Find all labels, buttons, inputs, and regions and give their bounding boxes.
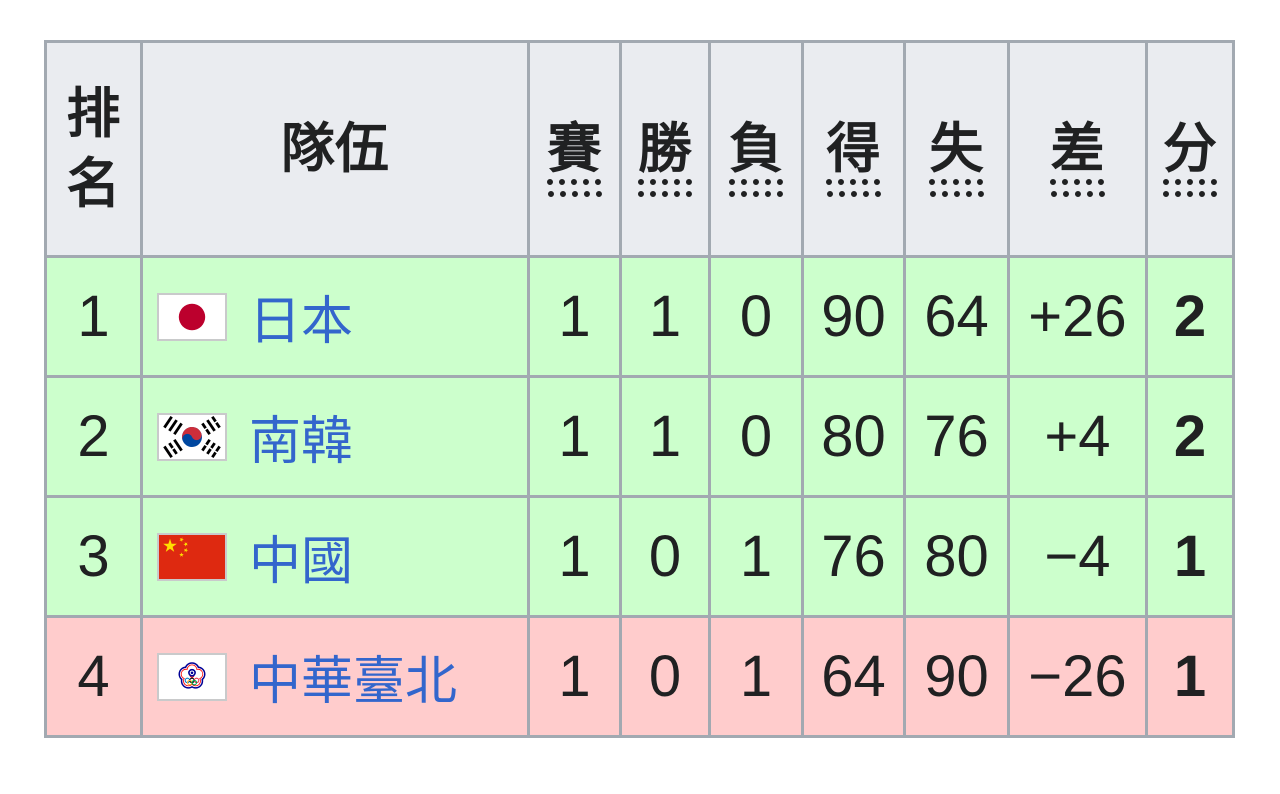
played-cell: 1	[527, 255, 622, 378]
header-points: 分	[1145, 40, 1235, 258]
table-row-south-korea: 2	[44, 375, 1235, 498]
table-row-chinese-taipei: 4	[44, 615, 1235, 738]
points-against-cell: 64	[903, 255, 1010, 378]
points-cell: 2	[1145, 255, 1235, 378]
header-lost-abbr: 負	[729, 118, 783, 197]
diff-cell: +26	[1007, 255, 1148, 378]
team-cell: 中國	[140, 495, 530, 618]
played-cell: 1	[527, 375, 622, 498]
chinese-taipei-flag-icon	[157, 652, 227, 701]
points-cell: 1	[1145, 495, 1235, 618]
lost-cell: 0	[708, 375, 804, 498]
won-cell: 0	[619, 615, 711, 738]
team-link[interactable]: 中華臺北	[249, 653, 458, 711]
points-for-cell: 90	[801, 255, 906, 378]
header-rank: 排名	[44, 40, 143, 258]
header-played-abbr: 賽	[547, 118, 602, 197]
header-points-against-abbr: 失	[929, 118, 984, 197]
header-points-abbr: 分	[1163, 118, 1217, 197]
team-cell: 中華臺北	[140, 615, 530, 738]
team-link[interactable]: 中國	[249, 533, 354, 591]
rank-cell: 2	[44, 375, 143, 498]
lost-cell: 1	[708, 615, 804, 738]
diff-cell: −4	[1007, 495, 1148, 618]
played-cell: 1	[527, 495, 622, 618]
header-points-for-abbr: 得	[826, 118, 881, 197]
points-cell: 2	[1145, 375, 1235, 498]
lost-cell: 0	[708, 255, 804, 378]
team-link[interactable]: 南韓	[249, 413, 354, 471]
japan-flag-icon	[157, 292, 227, 341]
table-row-japan: 1 日本 1 1 0 90 64 +26 2	[44, 255, 1235, 378]
won-cell: 0	[619, 495, 711, 618]
team-cell: 日本	[140, 255, 530, 378]
header-points-against: 失	[903, 40, 1010, 258]
diff-cell: −26	[1007, 615, 1148, 738]
header-diff: 差	[1007, 40, 1148, 258]
points-for-cell: 76	[801, 495, 906, 618]
points-against-cell: 90	[903, 615, 1010, 738]
team-link[interactable]: 日本	[249, 293, 354, 351]
south-korea-flag-icon	[157, 412, 227, 461]
table-row-china: 3	[44, 495, 1235, 618]
rank-cell: 3	[44, 495, 143, 618]
rank-cell: 4	[44, 615, 143, 738]
page-background: 排名 隊伍 賽 勝 負 得 失 差 分 1 日本 1 1 0	[44, 40, 1235, 738]
points-cell: 1	[1145, 615, 1235, 738]
points-for-cell: 80	[801, 375, 906, 498]
header-points-for: 得	[801, 40, 906, 258]
header-team-label: 隊伍	[281, 118, 389, 179]
china-flag-icon	[157, 532, 227, 581]
header-lost: 負	[708, 40, 804, 258]
team-cell: 南韓	[140, 375, 530, 498]
header-diff-abbr: 差	[1050, 118, 1105, 197]
won-cell: 1	[619, 255, 711, 378]
lost-cell: 1	[708, 495, 804, 618]
points-against-cell: 76	[903, 375, 1010, 498]
won-cell: 1	[619, 375, 711, 498]
standings-table: 排名 隊伍 賽 勝 負 得 失 差 分 1 日本 1 1 0	[44, 40, 1235, 738]
header-team: 隊伍	[140, 40, 530, 258]
header-played: 賽	[527, 40, 622, 258]
diff-cell: +4	[1007, 375, 1148, 498]
header-won: 勝	[619, 40, 711, 258]
points-for-cell: 64	[801, 615, 906, 738]
points-against-cell: 80	[903, 495, 1010, 618]
header-won-abbr: 勝	[638, 118, 692, 197]
rank-cell: 1	[44, 255, 143, 378]
header-row: 排名 隊伍 賽 勝 負 得 失 差 分	[44, 40, 1235, 258]
header-rank-label: 排名	[66, 83, 121, 214]
played-cell: 1	[527, 615, 622, 738]
